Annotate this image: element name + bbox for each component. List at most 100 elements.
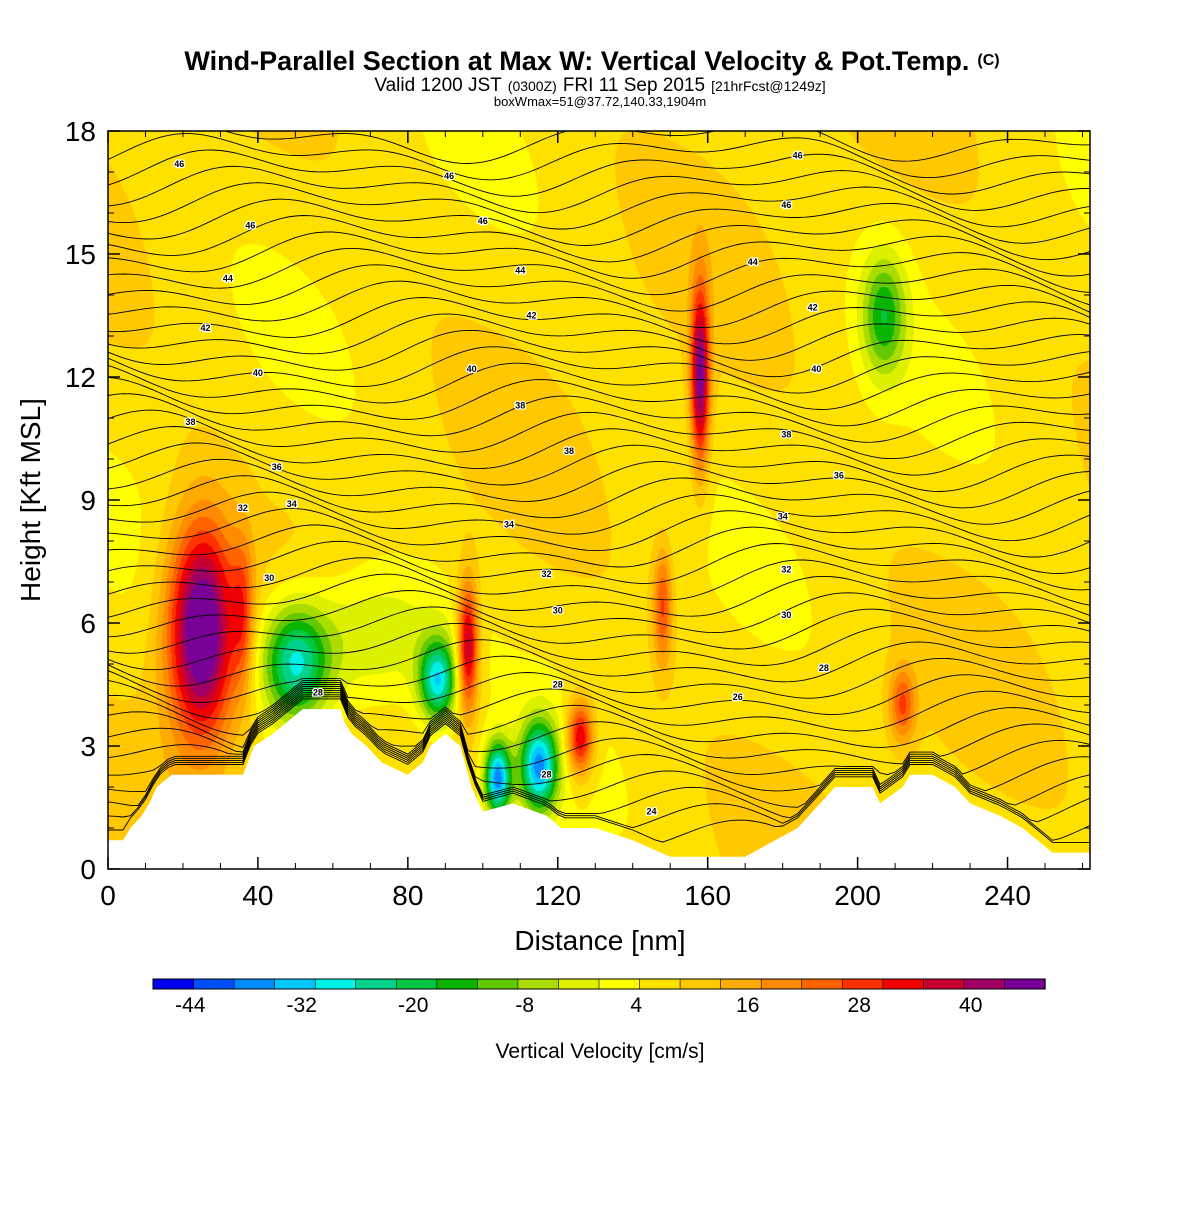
isentrope-line <box>108 182 1090 230</box>
isentrope-line <box>108 557 1090 606</box>
colorbar-swatch <box>760 978 803 990</box>
x-tick-label: 120 <box>534 880 581 911</box>
contour-label: 40 <box>253 368 263 378</box>
contour-label: 34 <box>504 520 514 530</box>
isentrope-line <box>108 264 1090 312</box>
isentrope-line <box>108 508 1090 558</box>
colorbar-tick-label: 28 <box>848 994 871 1017</box>
terrain-mask <box>108 709 1090 869</box>
isentrope-line <box>108 149 1090 197</box>
isentrope-line <box>108 362 1090 410</box>
x-tick-label: 240 <box>984 880 1031 911</box>
y-tick-label: 18 <box>65 116 96 147</box>
colorbar-tick-label: 16 <box>736 994 759 1017</box>
colorbar-swatch <box>679 978 722 990</box>
colorbar-swatch <box>882 978 925 990</box>
contour-label: 28 <box>313 688 323 698</box>
colorbar-swatch <box>1004 978 1046 990</box>
contour-label: 32 <box>238 503 248 513</box>
isentrope-line <box>108 540 1090 591</box>
isentrope-line <box>108 458 1090 509</box>
isentrope-line <box>108 622 1090 671</box>
contour-label: 40 <box>811 364 821 374</box>
contour-label: 46 <box>478 216 488 226</box>
contour-label: 30 <box>781 610 791 620</box>
colorbar-swatch <box>558 978 600 990</box>
colorbar-swatch <box>841 978 884 990</box>
contour-label: 40 <box>467 364 477 374</box>
isentrope-line <box>108 686 1090 765</box>
isentrope-line <box>108 426 1090 476</box>
isentrope-line <box>108 131 1090 164</box>
isentrope-line <box>108 165 1090 214</box>
isentrope-line <box>108 694 1090 823</box>
isentrope-line <box>108 247 1090 296</box>
isentrope-line <box>108 409 1090 460</box>
x-axis-label: Distance [nm] <box>514 925 685 956</box>
contour-label: 34 <box>287 499 297 509</box>
isentrope-line <box>108 313 1090 361</box>
y-tick-label: 3 <box>80 731 96 762</box>
x-tick-label: 160 <box>684 880 731 911</box>
contour-label: 46 <box>781 200 791 210</box>
contour-label: 36 <box>272 462 282 472</box>
colorbar-swatch <box>639 978 681 990</box>
colorbar-swatch <box>477 978 519 990</box>
colorbar-swatch <box>436 978 479 990</box>
contour-label: 46 <box>793 151 803 161</box>
isentrope-line <box>108 655 1090 703</box>
x-tick-label: 40 <box>242 880 273 911</box>
contour-label: 24 <box>646 807 656 817</box>
colorbar-swatch <box>152 978 195 990</box>
isentrope-line <box>108 696 1090 841</box>
colorbar-swatch <box>314 978 357 990</box>
contour-label: 28 <box>541 770 551 780</box>
y-tick-label: 15 <box>65 239 96 270</box>
isentrope-line <box>108 690 1090 792</box>
isentrope-line <box>108 684 1090 748</box>
isentrope-line <box>108 442 1090 492</box>
colorbar-frame <box>152 978 1046 990</box>
isentrope-line <box>108 524 1090 574</box>
isentrope-line <box>108 698 1090 843</box>
contour-label: 44 <box>223 274 233 284</box>
colorbar-swatch <box>517 978 560 990</box>
contour-label: 44 <box>515 265 525 275</box>
isentrope-line <box>108 280 1090 328</box>
y-tick-label: 0 <box>80 854 96 885</box>
contour-label: 42 <box>200 323 210 333</box>
contour-label: 38 <box>185 417 195 427</box>
isentrope-line <box>108 688 1090 776</box>
contour-label: 30 <box>553 606 563 616</box>
colorbar-swatch <box>963 978 1006 990</box>
contour-label: 42 <box>808 302 818 312</box>
contour-label: 38 <box>564 446 574 456</box>
contour-labels: 46 46 44 42 40 38 36 34 32 30 28 46 46 44 42 40 38 38 34 32… <box>173 149 845 817</box>
colorbar: -44 -32 -20 -8 4 16 28 40 <box>152 978 1046 1017</box>
isentrope-line <box>108 215 1090 263</box>
colorbar-swatch <box>274 978 316 990</box>
colorbar-swatch <box>598 978 641 990</box>
colorbar-tick-label: -44 <box>175 994 206 1017</box>
isentrope-line <box>108 297 1090 345</box>
colorbar-tick-label: 40 <box>959 994 982 1017</box>
x-tick-label: 200 <box>834 880 881 911</box>
contour-label: 42 <box>526 311 536 321</box>
x-tick-label: 0 <box>100 880 116 911</box>
y-tick-label: 9 <box>80 485 96 516</box>
colorbar-tick-label: -20 <box>398 994 428 1017</box>
isentrope-line <box>108 475 1090 525</box>
isentrope-line <box>108 672 1090 720</box>
y-tick-label: 6 <box>80 608 96 639</box>
isentrope-line <box>108 491 1090 542</box>
isentrope-line <box>108 573 1090 618</box>
chart-subtitle-box: boxWmax=51@37.72,140.33,1904m <box>494 94 706 109</box>
isentrope-line <box>108 329 1090 378</box>
contour-label: 44 <box>748 257 758 267</box>
plot-area: 46 46 44 42 40 38 36 34 32 30 28 46 46 44 42 40 38 38 34 32… <box>108 131 1090 869</box>
contour-label: 32 <box>781 565 791 575</box>
colorbar-swatch <box>801 978 843 990</box>
chart-title: Wind-Parallel Section at Max W: Vertical… <box>184 46 999 76</box>
colorbar-swatch <box>355 978 397 990</box>
